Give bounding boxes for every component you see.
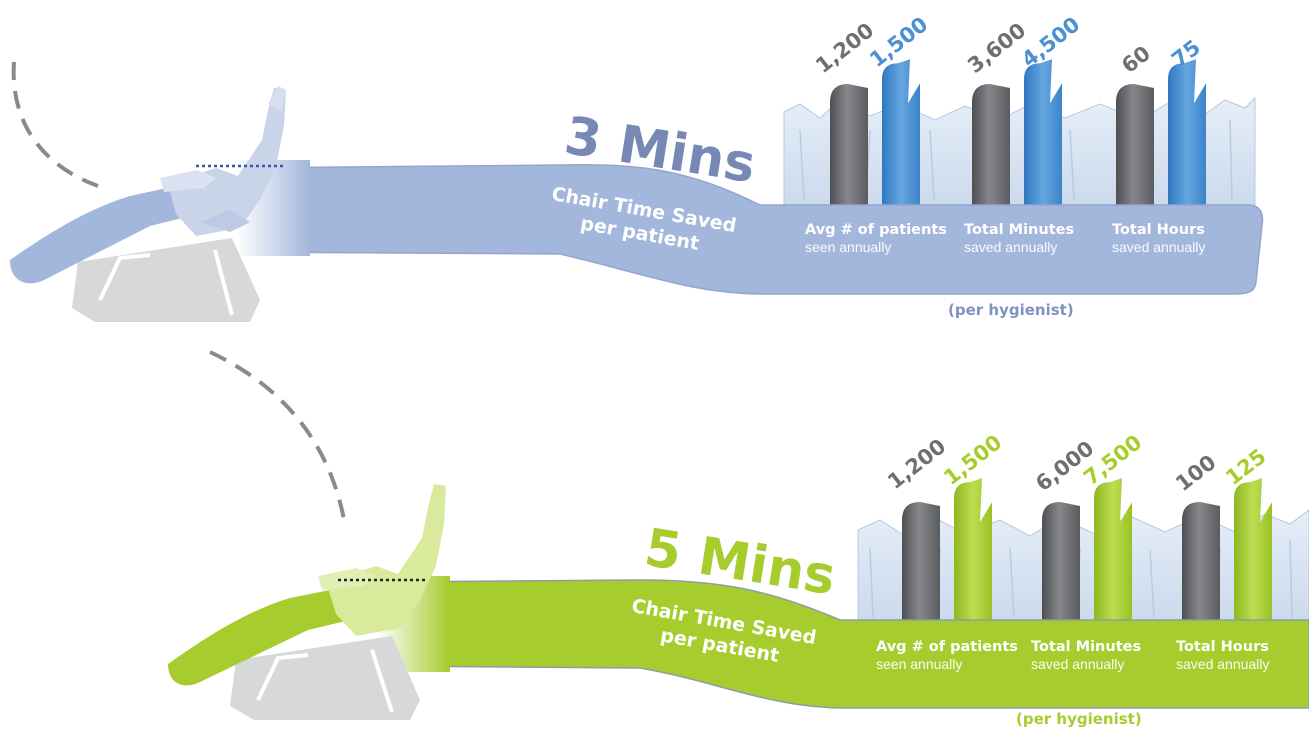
bar-base (1042, 502, 1080, 624)
caption-top-2-title: Total Minutes (964, 222, 1075, 238)
bar-base (1116, 84, 1154, 212)
bar-saved (1094, 478, 1132, 624)
dental-chair-top (10, 86, 286, 322)
caption-top-2-sub: saved annually (964, 239, 1058, 255)
footnote-bottom: (per hygienist) (1016, 710, 1142, 728)
caption-top-2: Total Minutes saved annually (964, 222, 1074, 255)
caption-top-3-title: Total Hours (1112, 222, 1205, 238)
bar-base (902, 502, 940, 624)
bar-base (1182, 502, 1220, 624)
dashed-arc-top (11, 61, 99, 188)
caption-bottom-1-sub: seen annually (876, 656, 963, 672)
caption-bottom-3-title: Total Hours (1176, 639, 1269, 655)
bar-saved (1024, 59, 1062, 213)
bars-top (830, 59, 1206, 213)
bar-base (830, 84, 868, 212)
caption-top-1-title: Avg # of patients (805, 222, 947, 238)
caption-top-1: Avg # of patients seen annually (805, 222, 947, 255)
caption-bottom-2-sub: saved annually (1031, 656, 1125, 672)
caption-top-3-sub: saved annually (1112, 239, 1206, 255)
caption-bottom-1: Avg # of patients seen annually (876, 639, 1018, 672)
dashed-arc-bottom (209, 350, 347, 526)
bar-saved (1234, 478, 1272, 624)
bars-bottom (902, 478, 1272, 624)
caption-bottom-1-title: Avg # of patients (876, 639, 1018, 655)
bar-saved (1168, 59, 1206, 213)
caption-top-3: Total Hours saved annually (1112, 222, 1205, 255)
caption-bottom-2: Total Minutes saved annually (1031, 639, 1141, 672)
band-bottom (379, 579, 1309, 709)
band-top (239, 163, 1264, 295)
footnote-top: (per hygienist) (948, 301, 1074, 319)
caption-bottom-3: Total Hours saved annually (1176, 639, 1269, 672)
bar-base (972, 84, 1010, 212)
bar-saved (882, 59, 920, 213)
caption-bottom-2-title: Total Minutes (1031, 639, 1142, 655)
dental-chair-bottom (168, 484, 446, 720)
caption-bottom-3-sub: saved annually (1176, 656, 1270, 672)
caption-top-1-sub: seen annually (805, 239, 892, 255)
bar-saved (954, 478, 992, 624)
